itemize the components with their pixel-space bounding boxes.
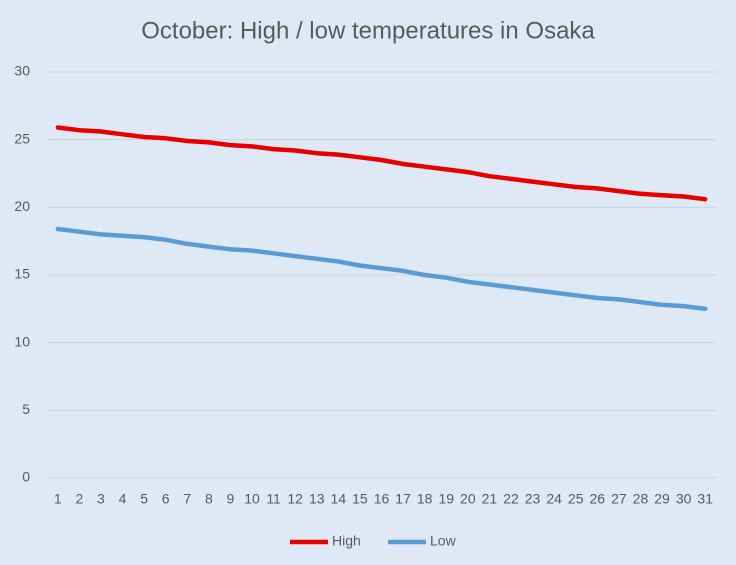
x-tick-label: 17 [395, 491, 411, 507]
x-tick-label: 18 [417, 491, 433, 507]
x-tick-label: 12 [287, 491, 303, 507]
x-tick-label: 16 [374, 491, 390, 507]
y-tick-label: 0 [22, 469, 30, 485]
x-tick-label: 8 [205, 491, 213, 507]
x-tick-label: 13 [309, 491, 325, 507]
y-tick-label: 15 [14, 266, 30, 282]
legend-label: High [332, 533, 361, 549]
y-tick-label: 5 [22, 401, 30, 417]
x-tick-label: 27 [611, 491, 627, 507]
x-tick-label: 10 [244, 491, 260, 507]
chart-title: October: High / low temperatures in Osak… [141, 17, 595, 44]
x-tick-label: 11 [266, 491, 281, 507]
x-tick-label: 22 [503, 491, 519, 507]
x-tick-label: 15 [352, 491, 368, 507]
x-tick-label: 31 [697, 491, 713, 507]
x-tick-label: 24 [546, 491, 562, 507]
y-tick-label: 30 [14, 63, 30, 79]
x-tick-label: 6 [162, 491, 170, 507]
x-tick-label: 25 [568, 491, 584, 507]
legend-label: Low [430, 533, 457, 549]
x-tick-label: 2 [75, 491, 83, 507]
x-tick-label: 3 [97, 491, 105, 507]
x-tick-label: 21 [482, 491, 498, 507]
x-tick-label: 30 [676, 491, 692, 507]
x-tick-label: 14 [331, 491, 347, 507]
x-tick-label: 1 [54, 491, 62, 507]
x-tick-label: 7 [183, 491, 191, 507]
line-series [55, 125, 708, 202]
y-tick-label: 10 [14, 333, 30, 349]
x-tick-label: 5 [140, 491, 148, 507]
x-tick-label: 4 [119, 491, 127, 507]
x-tick-label: 19 [438, 491, 454, 507]
x-tick-label: 28 [633, 491, 649, 507]
y-tick-label: 25 [14, 130, 30, 146]
x-tick-label: 26 [590, 491, 606, 507]
x-tick-label: 23 [525, 491, 541, 507]
x-tick-label: 20 [460, 491, 476, 507]
y-tick-label: 20 [14, 198, 30, 214]
line-series [55, 226, 708, 312]
x-tick-label: 9 [227, 491, 235, 507]
x-tick-label: 29 [654, 491, 670, 507]
